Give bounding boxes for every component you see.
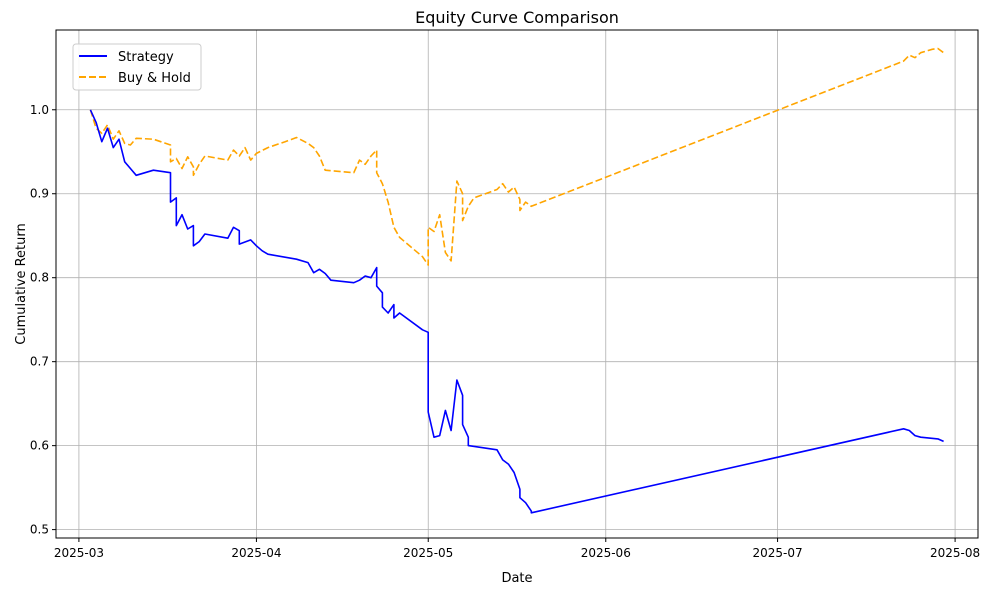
chart-title: Equity Curve Comparison [415,8,619,27]
y-tick-label: 0.7 [30,355,49,369]
y-tick-label: 0.9 [30,187,49,201]
x-tick-label: 2025-05 [403,546,453,560]
buy-hold-series-line [89,47,945,266]
x-tick-label: 2025-04 [231,546,281,560]
legend-strategy-label: Strategy [118,50,174,65]
x-axis-ticks: 2025-03 2025-04 2025-05 2025-06 2025-07 2025-… [54,538,980,560]
x-axis-label: Date [501,571,532,586]
legend-buy-hold-label: Buy & Hold [118,71,191,86]
x-tick-label: 2025-08 [930,546,980,560]
y-axis-ticks: 0.5 0.6 0.7 0.8 0.9 1.0 [30,103,56,537]
x-tick-label: 2025-07 [752,546,802,560]
plot-frame [55,29,979,539]
y-tick-label: 0.5 [30,523,49,537]
series-lines [89,47,945,514]
y-axis-label: Cumulative Return [14,223,29,344]
y-tick-label: 0.6 [30,439,49,453]
x-tick-label: 2025-03 [54,546,104,560]
strategy-series-line [89,109,944,514]
x-tick-label: 2025-06 [581,546,631,560]
y-tick-label: 1.0 [30,103,49,117]
y-tick-label: 0.8 [30,271,49,285]
legend: Strategy Buy & Hold [72,43,202,91]
